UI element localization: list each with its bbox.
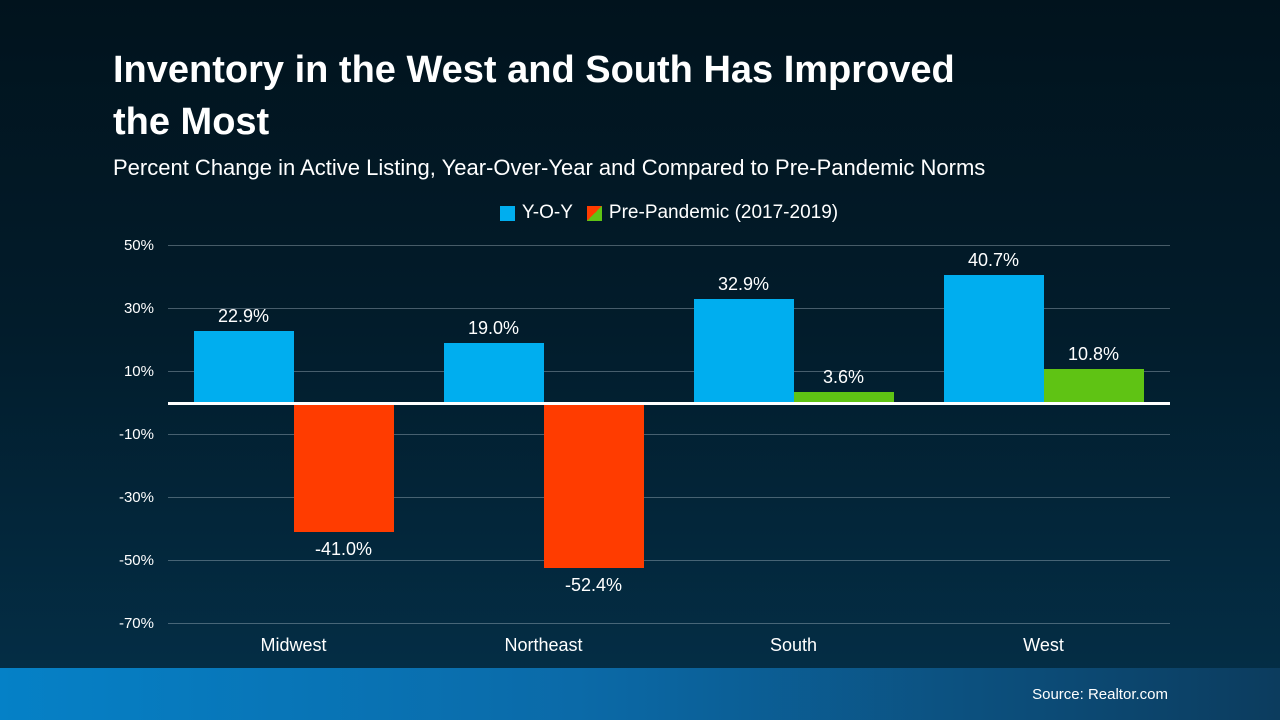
y-axis-tick-label: -30%	[118, 488, 154, 506]
zero-axis-line	[168, 401, 1170, 405]
y-axis-tick-label: 10%	[123, 362, 154, 380]
gridline	[168, 308, 1170, 309]
x-axis-label: South	[769, 635, 818, 655]
bar-value-label: 40.7%	[967, 249, 1020, 270]
gridline	[168, 434, 1170, 435]
bar-value-label: 3.6%	[822, 366, 865, 387]
bar-pre-pandemic-2017-2019--south	[793, 391, 894, 403]
page-title-line-2: the Most	[113, 101, 270, 143]
gridline	[168, 623, 1170, 624]
chart-legend: Y-O-Y Pre-Pandemic (2017-2019)	[168, 200, 1170, 226]
chart-subtitle: Percent Change in Active Listing, Year-O…	[113, 155, 986, 180]
legend-item-prepandemic: Pre-Pandemic (2017-2019)	[586, 202, 839, 224]
y-axis-tick-label: 30%	[123, 299, 154, 317]
legend-item-yoy: Y-O-Y	[499, 202, 573, 224]
legend-swatch-yoy	[499, 205, 515, 221]
y-axis-tick-label: 50%	[123, 236, 154, 254]
bar-pre-pandemic-2017-2019--midwest	[293, 403, 394, 533]
gridline	[168, 245, 1170, 246]
bar-y-o-y-west	[943, 274, 1044, 403]
bar-value-label: 32.9%	[717, 274, 770, 295]
y-axis-tick-label: -10%	[118, 425, 154, 443]
page-title-line-1: Inventory in the West and South Has Impr…	[113, 49, 955, 91]
bar-y-o-y-south	[693, 299, 794, 403]
bar-value-label: 22.9%	[217, 305, 270, 326]
legend-swatch-prepandemic	[586, 205, 602, 221]
page-title: Inventory in the West and South Has Impr…	[113, 44, 955, 148]
bar-value-label: 10.8%	[1067, 343, 1120, 364]
y-axis-tick-label: -70%	[118, 614, 154, 632]
bar-value-label: 19.0%	[467, 318, 520, 339]
legend-label-yoy: Y-O-Y	[521, 202, 573, 223]
bar-pre-pandemic-2017-2019--west	[1043, 368, 1144, 403]
bar-value-label: -41.0%	[314, 539, 373, 560]
legend-label-prepandemic: Pre-Pandemic (2017-2019)	[608, 202, 839, 223]
y-axis-tick-label: -50%	[118, 551, 154, 569]
gridline	[168, 497, 1170, 498]
chart-plot-area: 50% 30% 10% -10% -30% -50% -70% Midwest 22.9% -41…	[119, 237, 1170, 655]
gridline	[168, 371, 1170, 372]
bar-y-o-y-midwest	[193, 330, 294, 403]
x-axis-label: West	[1023, 635, 1064, 655]
bar-y-o-y-northeast	[443, 343, 544, 403]
bar-value-label: -52.4%	[564, 575, 623, 596]
bar-pre-pandemic-2017-2019--northeast	[543, 403, 644, 569]
x-axis-label: Midwest	[260, 635, 327, 655]
source-attribution: Source: Realtor.com	[1032, 685, 1168, 703]
footer-bar: Source: Realtor.com	[0, 668, 1280, 720]
gridline	[168, 560, 1170, 561]
x-axis-label: Northeast	[504, 635, 583, 655]
